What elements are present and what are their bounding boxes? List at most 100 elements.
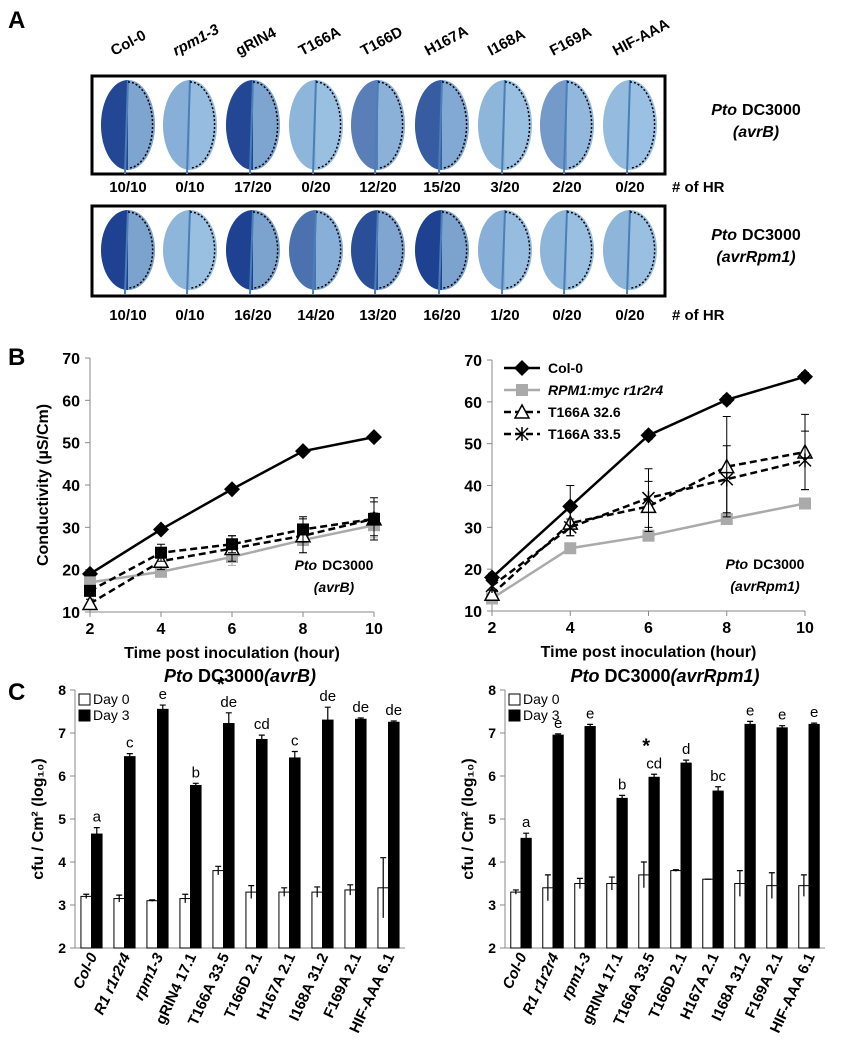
bar (113, 898, 126, 949)
legend-label: Day 3 (93, 707, 130, 723)
hr-count: 10/10 (109, 179, 147, 196)
significance-letter: de (220, 694, 237, 711)
marker (513, 403, 531, 419)
error-bar (357, 717, 364, 721)
error-bar (587, 723, 594, 729)
bar (289, 757, 301, 949)
hr-count: 1/20 (490, 307, 519, 324)
marker (155, 546, 167, 559)
inoculation-outline (566, 81, 593, 169)
leaf-midrib (124, 209, 129, 295)
y-tick-label: 30 (62, 520, 80, 537)
strain: DC3000 (742, 227, 801, 244)
marker (368, 512, 380, 525)
bar (776, 727, 788, 949)
inoculation-outline (566, 211, 593, 289)
bar (124, 756, 136, 949)
leaf-midrib (563, 209, 568, 295)
genotype-label: gRIN4 (233, 24, 280, 60)
significance-letter: e (586, 705, 594, 722)
hr-count: 16/20 (234, 307, 272, 324)
bar (520, 837, 532, 949)
bar (680, 762, 692, 949)
y-tick-label: 8 (488, 682, 496, 698)
bar (388, 721, 400, 949)
hr-count: 17/20 (234, 179, 272, 196)
error-bar (182, 893, 189, 903)
x-tick-label: 8 (722, 620, 731, 637)
significance-letter: a (93, 809, 102, 826)
marker (515, 427, 529, 441)
error-bar (93, 827, 100, 841)
marker (797, 368, 813, 385)
significance-letter: de (385, 702, 402, 719)
x-tick-label: 10 (365, 621, 383, 638)
leaf-midrib (374, 79, 379, 175)
significance-star: * (217, 674, 225, 696)
leaf-stain (415, 210, 442, 290)
bar (510, 891, 522, 949)
x-tick-label: 8 (299, 621, 308, 638)
y-tick-label: 20 (62, 563, 80, 580)
leaf (603, 210, 657, 290)
inoculation-outline (315, 211, 342, 289)
inoculation-outline (629, 211, 656, 289)
y-tick-label: 2 (58, 940, 66, 956)
chart-title: Pto DC3000(avrRpm1) (570, 666, 759, 686)
leaf-stain (351, 80, 378, 170)
genotype-label: rpm1-3 (170, 21, 223, 60)
hr-count: 0/10 (175, 307, 204, 324)
leaf-stain (478, 210, 505, 290)
y-tick-label: 50 (464, 437, 482, 454)
y-tick-label: 20 (464, 562, 482, 579)
hr-count: 2/20 (552, 179, 581, 196)
y-tick-label: 40 (464, 479, 482, 496)
legend-swatch (78, 693, 91, 706)
hr-count: 0/20 (615, 307, 644, 324)
strain-label: Pto DC3000 (711, 227, 801, 244)
bar (311, 891, 324, 949)
significance-letter: e (159, 686, 167, 703)
leaf-midrib (124, 79, 129, 175)
genotype-label: I168A (485, 26, 528, 60)
strain: DC3000 (742, 102, 801, 119)
error-bar (225, 712, 232, 735)
leaf-midrib (626, 209, 631, 295)
marker (720, 512, 733, 525)
error-bar (281, 887, 288, 897)
error-bar (149, 899, 156, 902)
error-bar (576, 877, 583, 889)
series-line (89, 517, 375, 592)
genotype-label: H167A (422, 23, 471, 60)
bar (278, 891, 291, 949)
leaf-midrib (563, 79, 568, 175)
leaf-stain (226, 80, 253, 170)
pathogen: Pto (295, 557, 318, 573)
inoculation-outline (315, 81, 342, 169)
strain: DC3000 (604, 666, 670, 686)
pathogen: Pto (570, 666, 599, 686)
effector: (avrB) (314, 579, 355, 595)
inoculation-outline (441, 211, 468, 289)
y-tick-label: 8 (58, 682, 66, 698)
x-tick-label: Col-0 (70, 950, 102, 992)
y-tick-label: 70 (464, 353, 482, 370)
y-tick-label: 6 (58, 768, 66, 784)
marker (226, 538, 238, 551)
bar (179, 898, 192, 949)
x-tick-label: 2 (488, 620, 497, 637)
bar (606, 883, 618, 949)
x-tick-label: 10 (796, 620, 814, 637)
y-tick-label: 5 (58, 811, 66, 827)
effector: (avrRpm1) (671, 666, 760, 686)
leaf (163, 210, 217, 290)
significance-letter: de (352, 699, 369, 716)
marker (718, 391, 735, 408)
genotype-label: T166A (296, 23, 344, 59)
pathogen: Pto (711, 227, 737, 244)
legend-label: Day 3 (523, 707, 560, 723)
error-bar (608, 876, 615, 890)
bar (256, 738, 268, 949)
significance-letter: de (319, 688, 336, 705)
legend-label: T166A 33.5 (548, 426, 621, 442)
